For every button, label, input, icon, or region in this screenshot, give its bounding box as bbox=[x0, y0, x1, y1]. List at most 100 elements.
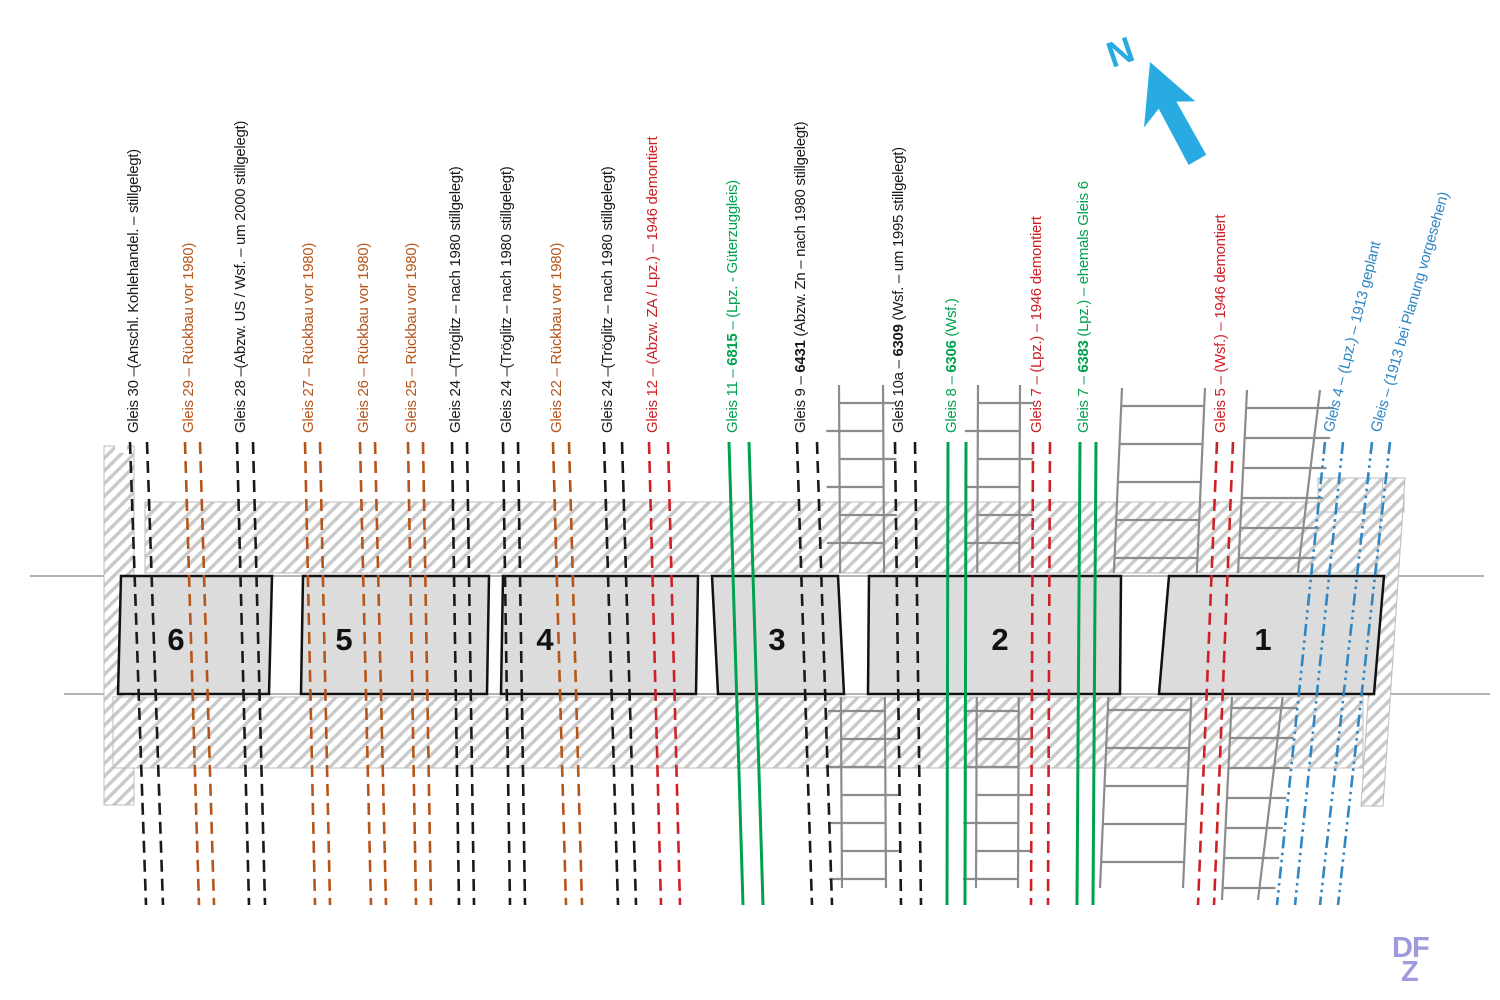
track-label-part: Gleis 5 – (Wsf.) – 1946 demontiert bbox=[1212, 214, 1229, 433]
rail bbox=[1212, 441, 1235, 906]
track-label-gleis-11: Gleis 11 – 6815 – (Lpz. - Güterzuggleis) bbox=[724, 180, 741, 433]
track-gleis-29 bbox=[183, 441, 216, 906]
track-label-gleis-12: Gleis 12 – (Abzw. ZA / Lpz.) – 1946 demo… bbox=[644, 136, 661, 433]
rail bbox=[1336, 441, 1392, 906]
rail bbox=[1236, 389, 1249, 574]
track-gleis-9 bbox=[795, 441, 834, 906]
pier-5: 5 bbox=[299, 574, 491, 696]
pier-shape bbox=[1157, 574, 1386, 696]
rail bbox=[881, 384, 886, 574]
track-label-gleis-29: Gleis 29 – Rückbau vor 1980) bbox=[180, 243, 197, 433]
pier-4: 4 bbox=[499, 574, 700, 696]
rail bbox=[421, 441, 433, 906]
track-label-part: (Wsf.) bbox=[943, 298, 960, 340]
rail bbox=[974, 696, 978, 889]
pier-3: 3 bbox=[710, 574, 846, 696]
rail bbox=[251, 441, 267, 906]
rail bbox=[976, 384, 980, 574]
pier-number: 3 bbox=[768, 622, 785, 657]
track-label-gleis-25: Gleis 25 – Rückbau vor 1980) bbox=[403, 243, 420, 433]
track-gleis-12 bbox=[647, 441, 682, 906]
logo-line-2: Z bbox=[1401, 956, 1418, 988]
rail bbox=[815, 441, 834, 906]
rail bbox=[1196, 441, 1219, 906]
rail bbox=[145, 441, 165, 906]
track-label-part: Gleis 28 –(Abzw. US / Wsf. – um 2000 sti… bbox=[232, 121, 249, 433]
pier-shape bbox=[710, 574, 846, 696]
track-label-gleis-7-green: Gleis 7 – 6383 (Lpz.) – ehemals Gleis 6 bbox=[1075, 181, 1092, 433]
track-label-part: Gleis 24 –(Tröglitz – nach 1980 stillgel… bbox=[447, 166, 464, 433]
track-gleis-10a bbox=[893, 441, 923, 906]
track-label-part: 6306 bbox=[943, 340, 960, 372]
track-gleis-5 bbox=[1196, 441, 1235, 906]
track-label-gleis-24-3: Gleis 24 –(Tröglitz – nach 1980 stillgel… bbox=[599, 166, 616, 433]
track-gleis-26 bbox=[358, 441, 388, 906]
track-label-part: 6431 bbox=[792, 340, 809, 372]
right-abutment-strip bbox=[1360, 477, 1406, 807]
rail bbox=[1112, 387, 1124, 574]
track-label-part: 6383 bbox=[1075, 340, 1092, 372]
rail bbox=[883, 696, 888, 889]
pier-shape bbox=[499, 574, 700, 696]
track-label-part: (Wsf. – um 1995 stillgelegt) bbox=[890, 147, 907, 325]
rail bbox=[1016, 696, 1020, 889]
rail bbox=[913, 441, 923, 906]
pier-2: 2 bbox=[866, 574, 1123, 696]
pier-number: 2 bbox=[991, 622, 1008, 657]
rail bbox=[727, 441, 745, 906]
rail bbox=[620, 441, 638, 906]
track-gleis-27 bbox=[303, 441, 332, 906]
rail bbox=[501, 441, 512, 906]
pier-6: 6 bbox=[116, 574, 274, 696]
track-label-gleis-8: Gleis 8 – 6306 (Wsf.) bbox=[943, 298, 960, 433]
track-gleis-22 bbox=[551, 441, 584, 906]
rail bbox=[198, 441, 216, 906]
track-label-part: Gleis 26 – Rückbau vor 1980) bbox=[355, 243, 372, 433]
track-gleis-24-1 bbox=[450, 441, 476, 906]
rail bbox=[516, 441, 527, 906]
track-label-part: Gleis 7 – (Lpz.) – 1946 demontiert bbox=[1028, 215, 1045, 433]
track-label-gleis-24-1: Gleis 24 –(Tröglitz – nach 1980 stillgel… bbox=[447, 166, 464, 433]
siding-track-d bbox=[1220, 389, 1334, 901]
pier-1: 1 bbox=[1157, 574, 1386, 696]
rail bbox=[1029, 441, 1035, 906]
rail bbox=[551, 441, 568, 906]
rail bbox=[128, 441, 148, 906]
track-label-gleis-27: Gleis 27 – Rückbau vor 1980) bbox=[300, 243, 317, 433]
rail bbox=[1318, 441, 1374, 906]
track-label-part: Gleis 24 –(Tröglitz – nach 1980 stillgel… bbox=[498, 166, 515, 433]
rail bbox=[567, 441, 584, 906]
rail bbox=[963, 441, 968, 906]
track-label-part: 6815 bbox=[724, 334, 741, 366]
rail bbox=[1181, 696, 1193, 889]
rail bbox=[235, 441, 251, 906]
track-gleis-24-3 bbox=[602, 441, 638, 906]
track-label-gleis-1913: Gleis – (1913 bei Planung vorgesehen) bbox=[1368, 190, 1453, 434]
track-label-part: Gleis 24 –(Tröglitz – nach 1980 stillgel… bbox=[599, 166, 616, 433]
pier-shape bbox=[299, 574, 491, 696]
siding-track-c bbox=[1098, 387, 1207, 889]
rail bbox=[465, 441, 476, 906]
left-abutment-notch bbox=[115, 441, 127, 453]
track-label-gleis-5: Gleis 5 – (Wsf.) – 1946 demontiert bbox=[1212, 214, 1229, 433]
rail bbox=[837, 384, 842, 574]
rail bbox=[945, 441, 950, 906]
rail bbox=[647, 441, 663, 906]
track-label-part: Gleis 30 –(Anschl. Kohlehandel. – stillg… bbox=[125, 149, 142, 433]
track-label-gleis-9: Gleis 9 – 6431 (Abzw. Zn – nach 1980 sti… bbox=[792, 121, 809, 433]
rail bbox=[1075, 441, 1082, 906]
north-label: N bbox=[1101, 28, 1139, 75]
rail bbox=[795, 441, 814, 906]
track-label-part: Gleis 12 – (Abzw. ZA / Lpz.) – 1946 demo… bbox=[644, 136, 661, 433]
track-label-part: Gleis 10a – bbox=[890, 357, 907, 433]
bridge-piers: 6 5 4 3 2 1 bbox=[116, 574, 1386, 696]
rail bbox=[893, 441, 903, 906]
north-arrow-icon bbox=[1144, 62, 1207, 166]
rail bbox=[1220, 696, 1234, 901]
rail bbox=[1195, 387, 1207, 574]
track-label-gleis-10a: Gleis 10a – 6309 (Wsf. – um 1995 stillge… bbox=[890, 147, 907, 433]
track-gleis-11 bbox=[727, 441, 765, 906]
track-label-gleis-7-red: Gleis 7 – (Lpz.) – 1946 demontiert bbox=[1028, 215, 1045, 433]
pier-number: 6 bbox=[167, 622, 184, 657]
